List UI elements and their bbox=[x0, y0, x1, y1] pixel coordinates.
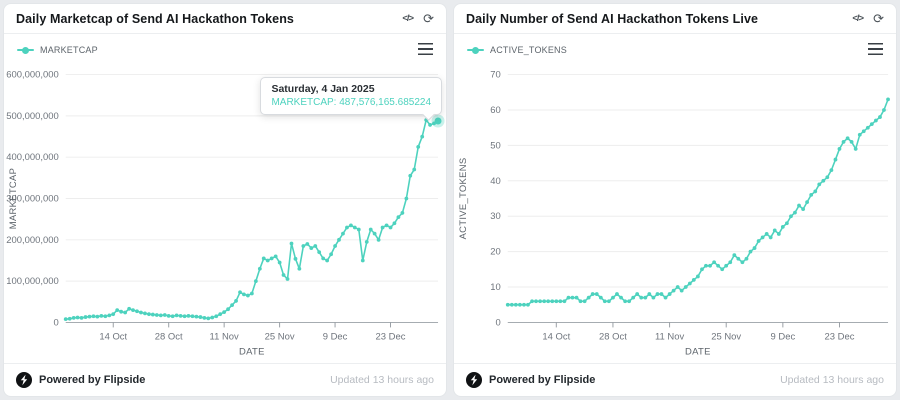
powered-by-label: Powered by Flipside bbox=[39, 374, 146, 386]
svg-text:23 Dec: 23 Dec bbox=[376, 331, 406, 342]
svg-text:11 Nov: 11 Nov bbox=[210, 331, 239, 342]
flipside-logo-icon bbox=[16, 372, 32, 388]
svg-text:9 Dec: 9 Dec bbox=[771, 331, 796, 342]
svg-text:25 Nov: 25 Nov bbox=[265, 331, 295, 342]
svg-text:14 Oct: 14 Oct bbox=[542, 331, 570, 342]
tooltip-date: Saturday, 4 Jan 2025 bbox=[271, 83, 375, 95]
chart-plot-area[interactable]: ACTIVE_TOKENS 0 10 20 30 40 50 60 70 ACTIVE_TOKE… bbox=[454, 34, 896, 363]
svg-text:23 Dec: 23 Dec bbox=[825, 331, 855, 342]
series-line bbox=[64, 119, 439, 320]
legend-label: MARKETCAP bbox=[40, 45, 98, 55]
svg-text:11 Nov: 11 Nov bbox=[655, 331, 684, 342]
line-chart-svg: 0 10 20 30 40 50 60 70 ACTIVE_TOKENS 14 Oct 28 Oct… bbox=[458, 70, 890, 357]
card-header: Daily Number of Send AI Hackathon Tokens… bbox=[454, 4, 896, 34]
svg-text:9 Dec: 9 Dec bbox=[323, 331, 348, 342]
header-icons: </> ⟳ bbox=[402, 12, 434, 25]
chart-title: Daily Marketcap of Send AI Hackathon Tok… bbox=[16, 11, 294, 26]
active-tokens-chart-card: Daily Number of Send AI Hackathon Tokens… bbox=[453, 3, 897, 397]
y-axis-label: MARKETCAP bbox=[8, 168, 19, 229]
marketcap-line-chart[interactable]: 0 100,000,000 200,000,000 300,000,000 400,00… bbox=[4, 34, 446, 363]
svg-text:600,000,000: 600,000,000 bbox=[6, 70, 58, 81]
line-chart-svg: 0 100,000,000 200,000,000 300,000,000 400,00… bbox=[6, 70, 445, 357]
svg-text:60: 60 bbox=[490, 105, 501, 116]
svg-text:100,000,000: 100,000,000 bbox=[6, 276, 58, 287]
chart-plot-area[interactable]: MARKETCAP Saturday, 4 Jan 2025 MARKETCAP… bbox=[4, 34, 446, 363]
powered-by-label: Powered by Flipside bbox=[489, 374, 596, 386]
legend-line-marker-icon bbox=[17, 46, 34, 54]
view-code-icon[interactable]: </> bbox=[852, 13, 864, 24]
chart-tooltip: Saturday, 4 Jan 2025 MARKETCAP: 487,576,… bbox=[260, 77, 442, 115]
y-axis-label: ACTIVE_TOKENS bbox=[458, 158, 469, 240]
card-footer: Powered by Flipside Updated 13 hours ago bbox=[4, 363, 446, 396]
svg-text:20: 20 bbox=[490, 247, 501, 258]
marketcap-chart-card: Daily Marketcap of Send AI Hackathon Tok… bbox=[3, 3, 447, 397]
svg-text:500,000,000: 500,000,000 bbox=[6, 111, 58, 122]
refresh-icon[interactable]: ⟳ bbox=[423, 11, 434, 26]
refresh-icon[interactable]: ⟳ bbox=[873, 11, 884, 26]
view-code-icon[interactable]: </> bbox=[402, 13, 414, 24]
card-header: Daily Marketcap of Send AI Hackathon Tok… bbox=[4, 4, 446, 34]
x-axis-label: DATE bbox=[685, 346, 711, 357]
svg-text:400,000,000: 400,000,000 bbox=[6, 152, 58, 163]
chart-title: Daily Number of Send AI Hackathon Tokens… bbox=[466, 11, 759, 26]
chart-menu-icon[interactable] bbox=[418, 43, 433, 56]
x-axis-label: DATE bbox=[239, 346, 265, 357]
svg-text:200,000,000: 200,000,000 bbox=[6, 235, 58, 246]
legend-line-marker-icon bbox=[467, 46, 484, 54]
tooltip-value: MARKETCAP: 487,576,165.685224 bbox=[271, 97, 431, 108]
flipside-logo-icon bbox=[466, 372, 482, 388]
svg-text:0: 0 bbox=[496, 317, 501, 328]
svg-text:300,000,000: 300,000,000 bbox=[6, 193, 58, 204]
legend[interactable]: MARKETCAP bbox=[17, 45, 98, 55]
updated-timestamp: Updated 13 hours ago bbox=[780, 374, 884, 386]
svg-text:28 Oct: 28 Oct bbox=[599, 331, 627, 342]
svg-text:70: 70 bbox=[490, 70, 501, 81]
active-tokens-line-chart[interactable]: 0 10 20 30 40 50 60 70 ACTIVE_TOKENS 14 Oct 28 Oct… bbox=[454, 34, 896, 363]
highlighted-point bbox=[434, 117, 442, 125]
svg-text:0: 0 bbox=[54, 317, 59, 328]
powered-by[interactable]: Powered by Flipside bbox=[16, 372, 145, 388]
svg-text:25 Nov: 25 Nov bbox=[711, 331, 741, 342]
svg-text:30: 30 bbox=[490, 211, 501, 222]
svg-text:28 Oct: 28 Oct bbox=[155, 331, 183, 342]
legend-label: ACTIVE_TOKENS bbox=[490, 45, 567, 55]
chart-menu-icon[interactable] bbox=[868, 43, 883, 56]
header-icons: </> ⟳ bbox=[852, 12, 884, 25]
svg-text:50: 50 bbox=[490, 140, 501, 151]
updated-timestamp: Updated 13 hours ago bbox=[330, 374, 434, 386]
series-line bbox=[506, 98, 889, 306]
svg-text:10: 10 bbox=[490, 282, 501, 293]
card-footer: Powered by Flipside Updated 13 hours ago bbox=[454, 363, 896, 396]
powered-by[interactable]: Powered by Flipside bbox=[466, 372, 595, 388]
svg-text:40: 40 bbox=[490, 176, 501, 187]
legend[interactable]: ACTIVE_TOKENS bbox=[467, 45, 567, 55]
svg-text:14 Oct: 14 Oct bbox=[99, 331, 127, 342]
